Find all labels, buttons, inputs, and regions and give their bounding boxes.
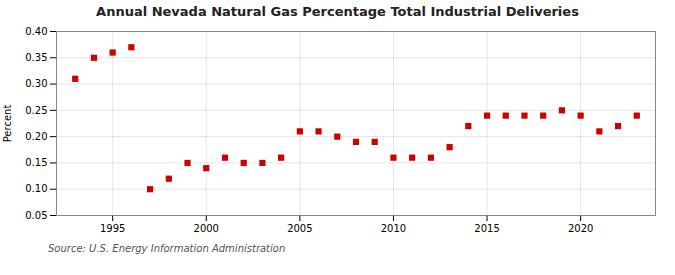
svg-text:0.05: 0.05	[25, 210, 47, 221]
html-text:Annual Nevada Natural Gas Perc: Annual Nevada Natural Gas Percentage Tot…	[96, 4, 579, 19]
svg-text:2005: 2005	[287, 223, 312, 234]
svg-text:1995: 1995	[100, 223, 125, 234]
svg-text:Percent: Percent	[2, 105, 13, 143]
svg-text:0.25: 0.25	[25, 105, 47, 116]
svg-text:0.35: 0.35	[25, 52, 47, 63]
svg-text:2010: 2010	[381, 223, 406, 234]
svg-text:2000: 2000	[194, 223, 219, 234]
svg-text:0.20: 0.20	[25, 131, 47, 142]
svg-text:0.15: 0.15	[25, 157, 47, 168]
html-text:Source: U.S. Energy Informatio: Source: U.S. Energy Information Administ…	[48, 243, 286, 254]
svg-text:0.40: 0.40	[25, 26, 47, 37]
svg-text:2015: 2015	[474, 223, 499, 234]
svg-text:2020: 2020	[568, 223, 593, 234]
svg-text:0.30: 0.30	[25, 78, 47, 89]
svg-text:0.10: 0.10	[25, 183, 47, 194]
